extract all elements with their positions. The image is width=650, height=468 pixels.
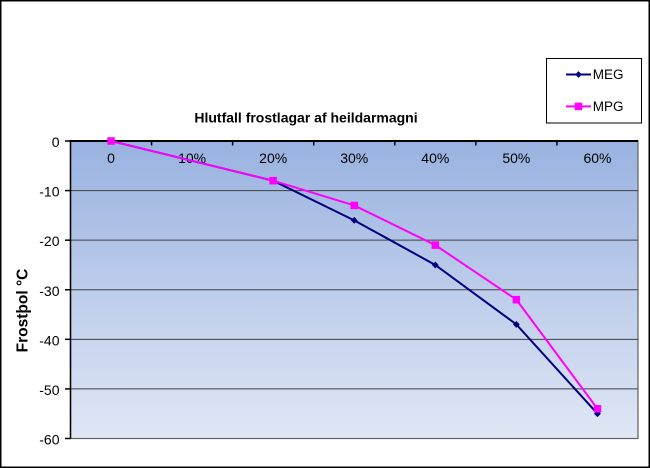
svg-text:-50: -50: [39, 382, 59, 398]
svg-text:-10: -10: [39, 184, 59, 200]
svg-text:0: 0: [107, 150, 115, 166]
svg-text:20%: 20%: [259, 150, 287, 166]
svg-text:Frostþol °C: Frostþol °C: [15, 269, 32, 353]
svg-text:30%: 30%: [340, 150, 368, 166]
svg-text:-20: -20: [39, 233, 59, 249]
svg-text:MPG: MPG: [593, 99, 624, 114]
svg-text:MEG: MEG: [593, 67, 624, 82]
svg-text:60%: 60%: [583, 150, 611, 166]
svg-text:-40: -40: [39, 332, 59, 348]
svg-text:40%: 40%: [421, 150, 449, 166]
svg-text:-60: -60: [39, 432, 59, 448]
svg-text:Hlutfall frostlagar af heildar: Hlutfall frostlagar af heildarmagni: [194, 110, 417, 126]
svg-text:0: 0: [52, 134, 60, 150]
svg-text:-30: -30: [39, 283, 59, 299]
svg-text:50%: 50%: [502, 150, 530, 166]
